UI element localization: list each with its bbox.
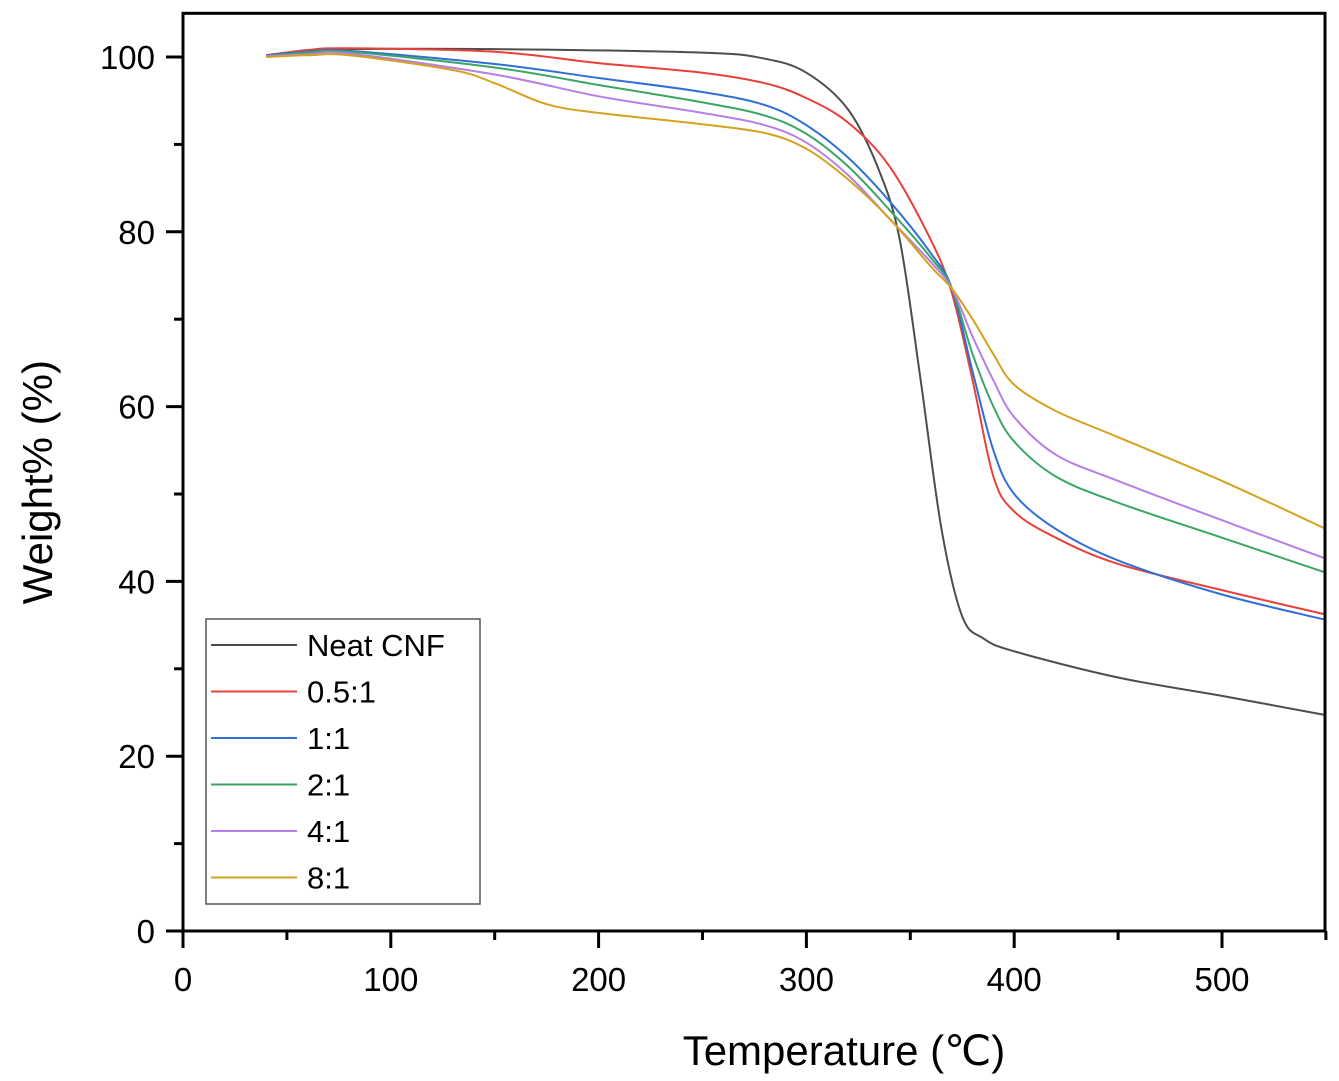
legend-label: 2:1	[307, 768, 350, 803]
series-line-neat-cnf	[265, 47, 1327, 717]
plot-frame	[181, 11, 1327, 933]
series-curves	[265, 47, 1327, 717]
series-line-8-1	[266, 53, 1327, 530]
legend-label: 4:1	[307, 814, 350, 849]
x-tick-label: 100	[363, 961, 418, 998]
legend-item: 2:1	[211, 768, 350, 803]
legend: Neat CNF 0.5:1 1:1 2:1 4:1 8:1	[205, 618, 481, 905]
legend-label: Neat CNF	[307, 628, 445, 663]
x-axis: 0 100 200 300 400 500	[174, 931, 1328, 998]
legend-item: 0.5:1	[211, 675, 376, 710]
legend-box	[205, 618, 481, 905]
legend-item: 1:1	[211, 721, 350, 756]
y-axis-title: Weight% (%)	[14, 360, 61, 604]
x-tick-label: 500	[1194, 961, 1249, 998]
x-tick-label: 400	[987, 961, 1042, 998]
legend-item: Neat CNF	[211, 628, 445, 663]
y-tick-label: 20	[118, 738, 155, 775]
y-tick-label: 40	[118, 563, 155, 600]
y-axis: 0 20 40 60 80 100	[100, 39, 183, 950]
legend-item: 8:1	[211, 861, 350, 896]
y-tick-label: 60	[118, 389, 155, 426]
x-axis-title: Temperature (℃)	[683, 1027, 1006, 1074]
x-tick-label: 200	[571, 961, 626, 998]
y-tick-label: 0	[137, 913, 155, 950]
series-line-2-1	[266, 49, 1327, 574]
x-tick-label: 300	[779, 961, 834, 998]
legend-label: 1:1	[307, 721, 350, 756]
series-line-1-1	[266, 49, 1327, 621]
x-tick-label: 0	[174, 961, 192, 998]
legend-label: 0.5:1	[307, 675, 376, 710]
series-line-0-5-1	[265, 47, 1327, 616]
legend-item: 4:1	[211, 814, 350, 849]
y-tick-label: 100	[100, 39, 155, 76]
legend-label: 8:1	[307, 861, 350, 896]
y-tick-label: 80	[118, 214, 155, 251]
